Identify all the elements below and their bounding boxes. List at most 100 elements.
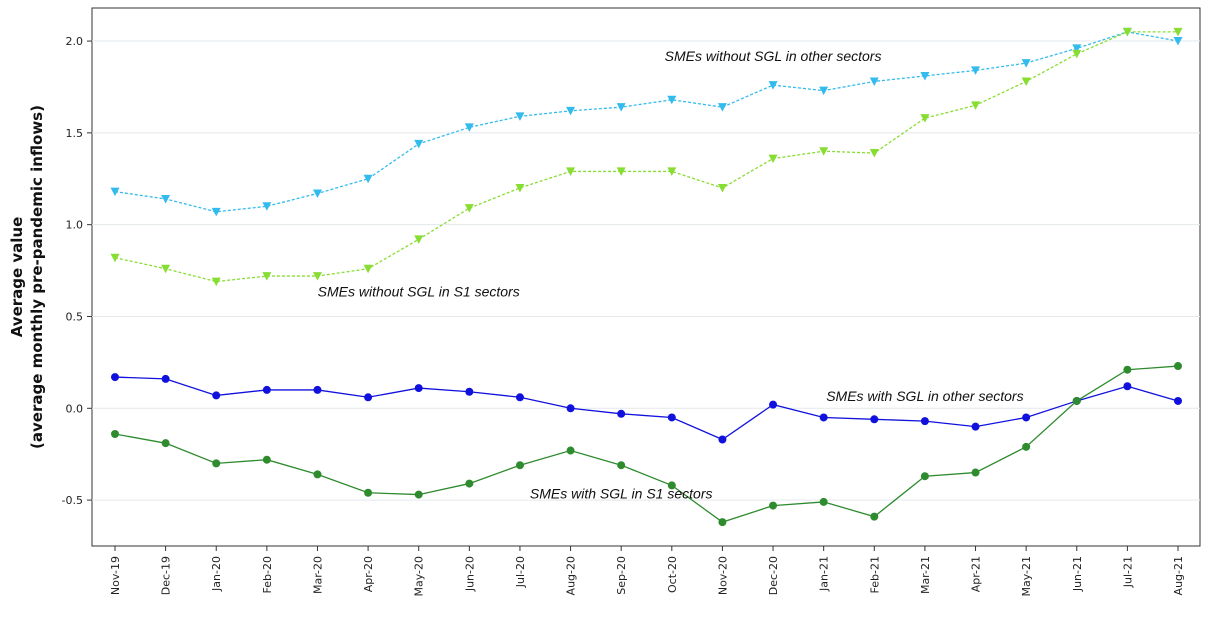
data-point [717,183,727,193]
data-point [414,235,424,244]
data-point [110,253,120,263]
data-point [363,264,373,274]
data-point [768,154,778,164]
data-point [212,391,221,400]
data-point [262,385,271,394]
data-point [667,481,676,490]
data-point [971,101,981,110]
data-point [1022,413,1031,422]
data-point [1072,49,1082,59]
x-tick-label: Aug-21 [1172,556,1185,595]
data-point [617,461,626,470]
data-point [920,114,930,123]
x-tick-label: Jun-20 [463,556,476,592]
data-point [1122,27,1132,37]
series-group [110,27,1183,287]
data-point [262,272,272,281]
x-tick-label: Nov-19 [109,556,122,595]
x-tick-label: Feb-20 [261,556,274,593]
data-point [616,103,626,112]
x-tick-label: Jul-21 [1121,556,1134,588]
x-tick-label: Mar-20 [311,556,324,594]
data-point [111,429,119,438]
x-axis-ticks: Nov-19 Dec-19 Jan-20 Feb-20 Mar-20 Apr-20 May-… [109,546,1185,597]
x-tick-label: Apr-21 [970,556,983,592]
data-point [717,103,727,112]
x-tick-label: Apr-20 [362,556,375,592]
data-point [870,512,879,521]
data-point [465,387,474,396]
series-group [111,373,1182,444]
data-point [667,167,677,176]
series-line [114,31,1179,213]
y-tick-label: -0.5 [62,494,83,507]
y-axis-ticks: -0.5 0.0 0.5 1.0 1.5 2.0 [62,35,92,507]
data-point [1174,362,1182,371]
data-point [869,77,879,86]
data-point [1072,44,1082,53]
x-tick-label: Dec-19 [160,556,173,595]
data-point [212,459,221,468]
data-point [870,415,879,424]
data-point [869,149,879,158]
x-tick-label: May-21 [1020,556,1033,597]
data-point [920,71,930,81]
data-point [617,409,626,418]
data-point [971,66,981,75]
series-annotation: SMEs with SGL in S1 sectors [530,485,713,501]
data-point [1022,442,1031,451]
data-point [819,147,829,156]
data-point [819,413,828,422]
data-point [414,490,423,499]
data-point [667,95,677,105]
x-tick-label: Jul-20 [514,556,527,588]
y-tick-label: 1.5 [66,127,84,140]
y-tick-label: 2.0 [66,35,84,48]
data-point [1123,365,1132,374]
data-point [363,174,373,184]
x-tick-label: Jun-21 [1071,556,1084,592]
data-point [414,139,424,149]
data-point [566,404,575,413]
x-tick-label: Sep-20 [615,556,628,595]
series-group [111,362,1182,527]
y-axis-label-line1: Average value [8,217,26,338]
data-point [769,501,778,510]
data-point [313,470,322,479]
data-point [920,472,929,481]
data-point [161,264,171,274]
data-point [211,277,221,287]
data-point [465,479,474,488]
data-point [920,417,929,426]
x-tick-label: Aug-20 [565,556,578,595]
data-point [161,374,170,383]
y-tick-label: 0.5 [66,310,84,323]
data-point [262,455,271,464]
data-point [768,81,778,90]
data-point [718,435,727,444]
series-group [110,27,1183,217]
x-tick-label: Oct-20 [666,556,679,593]
data-point [515,112,525,121]
data-point [313,385,322,394]
data-point [667,413,676,422]
data-point [769,400,778,409]
series-annotation: SMEs with SGL in other sectors [826,388,1023,404]
data-point [515,393,524,402]
x-tick-label: Feb-21 [868,556,881,593]
x-tick-label: Nov-20 [716,556,729,595]
data-point [161,439,170,448]
series-line [114,376,1179,441]
data-point [211,207,221,217]
data-point [111,373,119,382]
annotations-layer: SMEs without SGL in other sectors SMEs wi… [318,48,1024,501]
series-line [114,31,1178,283]
x-tick-label: Mar-21 [919,556,932,594]
data-point [819,497,828,506]
data-point [1021,77,1031,86]
data-point [566,167,576,176]
data-point [312,189,322,198]
data-point [464,204,474,213]
x-tick-label: Dec-20 [767,556,780,595]
